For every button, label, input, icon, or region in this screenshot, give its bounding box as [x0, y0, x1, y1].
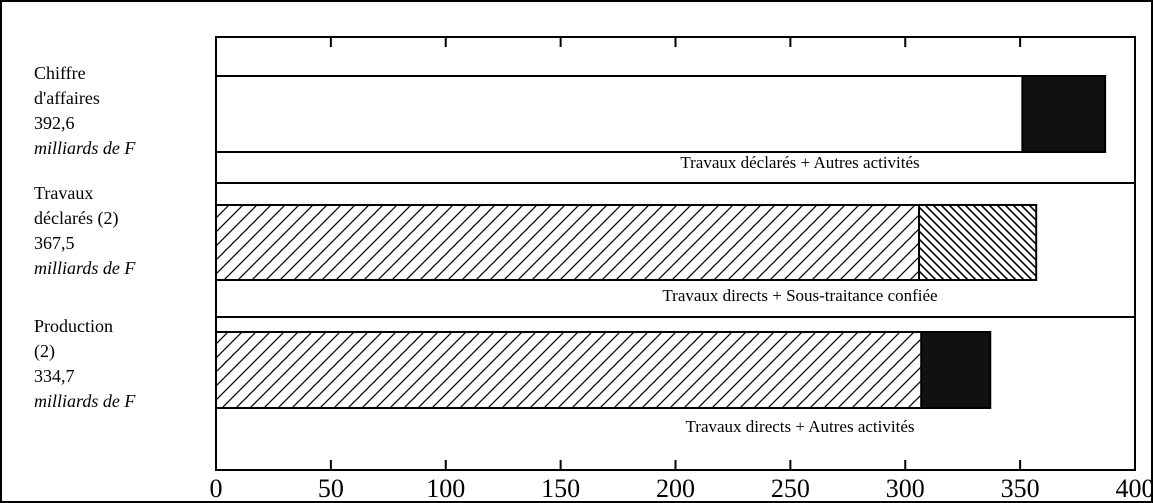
category-label: Travaux	[34, 183, 93, 203]
bar-segment	[215, 75, 1024, 153]
x-tick-label: 200	[656, 474, 695, 503]
x-tick-label: 400	[1116, 474, 1153, 503]
bar-segment	[918, 204, 1038, 281]
x-tick-label: 350	[1001, 474, 1040, 503]
bar-segment	[215, 204, 921, 281]
category-label: Chiffre	[34, 63, 86, 83]
category-label: milliards de F	[34, 258, 136, 278]
bar-segment	[1021, 75, 1107, 153]
bar-segment	[215, 331, 923, 409]
bar-caption: Travaux directs + Autres activités	[686, 417, 915, 436]
bar-caption: Travaux directs + Sous-traitance confiée	[662, 286, 937, 305]
bar-segment	[920, 331, 992, 409]
category-label: 367,5	[34, 233, 75, 253]
category-label: 334,7	[34, 366, 75, 386]
category-label: milliards de F	[34, 138, 136, 158]
category-label: milliards de F	[34, 391, 136, 411]
category-label: déclarés (2)	[34, 208, 118, 229]
category-label: (2)	[34, 341, 55, 362]
category-label: d'affaires	[34, 88, 100, 108]
category-label: 392,6	[34, 113, 75, 133]
bar-caption: Travaux déclarés + Autres activités	[680, 153, 919, 172]
x-tick-label: 0	[210, 474, 223, 503]
x-tick-label: 250	[771, 474, 810, 503]
category-label: Production	[34, 316, 113, 336]
x-tick-label: 150	[541, 474, 580, 503]
x-tick-label: 300	[886, 474, 925, 503]
x-tick-label: 50	[318, 474, 344, 503]
x-tick-label: 100	[426, 474, 465, 503]
